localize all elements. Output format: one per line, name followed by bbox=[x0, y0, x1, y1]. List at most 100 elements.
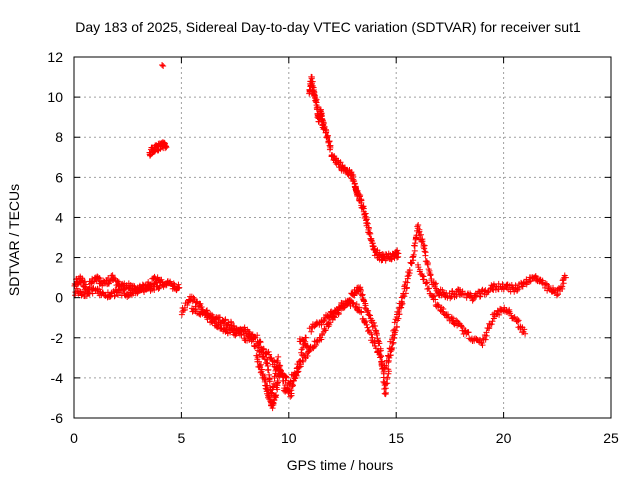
data-point-isolated-arc bbox=[163, 144, 170, 151]
data-point-mid-wave-lower bbox=[353, 301, 360, 308]
data-point-dip-track-main bbox=[274, 359, 281, 366]
data-point-mid-wave-track bbox=[411, 247, 418, 254]
data-point-mid-wave-lower bbox=[358, 309, 365, 316]
data-point-high-descending-track bbox=[313, 99, 320, 106]
data-point-mid-wave-track bbox=[390, 339, 397, 346]
data-point-mid-wave-lower bbox=[395, 308, 402, 315]
data-point-post-peak-branches bbox=[479, 342, 486, 349]
data-point-dip-track-upper bbox=[282, 373, 289, 380]
data-point-mid-wave-lower bbox=[364, 324, 371, 331]
data-point-dip-track-upper bbox=[257, 338, 264, 345]
data-point-post-peak-branches bbox=[514, 318, 521, 325]
data-point-dip-deep bbox=[266, 394, 273, 401]
data-point-late-baseline bbox=[477, 290, 484, 297]
data-point-dip-track-main bbox=[204, 307, 211, 314]
data-point-baseline-cluster bbox=[176, 284, 183, 291]
data-point-late-baseline bbox=[533, 274, 540, 281]
data-point-mid-wave-track bbox=[300, 337, 307, 344]
data-point-mid-wave-track bbox=[362, 302, 369, 309]
data-point-mid-wave-lower bbox=[356, 304, 363, 311]
data-point-dip-track-upper bbox=[260, 345, 267, 352]
data-point-mid-wave-track bbox=[370, 319, 377, 326]
data-point-late-baseline bbox=[511, 288, 518, 295]
data-point-mid-wave-track bbox=[422, 252, 429, 259]
data-point-mid-wave-lower bbox=[377, 354, 384, 361]
data-point-post-peak-branches bbox=[514, 316, 521, 323]
data-point-isolated-high bbox=[159, 62, 166, 69]
data-point-dip-track-upper bbox=[287, 378, 294, 385]
data-point-mid-wave-lower bbox=[344, 300, 351, 307]
data-point-baseline-lower bbox=[120, 286, 127, 293]
data-point-mid-wave-lower bbox=[373, 345, 380, 352]
y-tick-label: 12 bbox=[47, 49, 63, 65]
data-point-dip-deep bbox=[277, 366, 284, 373]
data-point-high-descending-track bbox=[364, 220, 371, 227]
data-point-dip-deep bbox=[270, 400, 277, 407]
plot-frame bbox=[73, 56, 612, 419]
data-point-dip-track-upper bbox=[193, 306, 200, 313]
data-point-dip-deep bbox=[255, 358, 262, 365]
data-point-post-peak-branches bbox=[522, 330, 529, 337]
data-point-post-peak-branches bbox=[444, 311, 451, 318]
data-point-post-peak-branches bbox=[419, 272, 426, 279]
data-point-dip-deep bbox=[258, 366, 265, 373]
data-point-mid-wave-lower bbox=[349, 299, 356, 306]
data-point-post-peak-branches bbox=[515, 317, 522, 324]
data-point-baseline-lower bbox=[120, 287, 127, 294]
axis-ticks-layer: 0 5 10 15 20 25 -6 -4 -2 0 2 4 6 8 10 12 bbox=[47, 49, 619, 446]
data-point-mid-wave-lower bbox=[376, 351, 383, 358]
data-point-mid-wave-track bbox=[367, 312, 374, 319]
data-point-mid-wave-lower bbox=[379, 358, 386, 365]
data-point-mid-wave-track bbox=[421, 248, 428, 255]
data-point-mid-wave-track bbox=[416, 226, 423, 233]
y-tick-label: -2 bbox=[51, 330, 64, 346]
y-tick-label: -4 bbox=[51, 370, 64, 386]
data-point-isolated-high bbox=[160, 63, 167, 70]
grid-layer bbox=[74, 57, 611, 418]
data-point-dip-track-main bbox=[222, 316, 229, 323]
data-point-high-descending-track bbox=[311, 91, 318, 98]
data-points-layer bbox=[71, 62, 569, 412]
y-tick-label: 6 bbox=[55, 169, 63, 185]
data-point-dip-track-main bbox=[299, 344, 306, 351]
data-point-dip-track-upper bbox=[202, 310, 209, 317]
data-point-mid-wave-track bbox=[361, 304, 368, 311]
data-point-baseline-cluster bbox=[94, 275, 101, 282]
data-point-mid-wave-track bbox=[412, 235, 419, 242]
data-point-mid-wave-lower bbox=[326, 312, 333, 319]
data-point-dip-deep bbox=[256, 362, 263, 369]
x-tick-label: 5 bbox=[178, 430, 186, 446]
data-point-mid-wave-lower bbox=[391, 319, 398, 326]
data-point-mid-wave-track bbox=[431, 281, 438, 288]
data-point-mid-wave-track bbox=[311, 343, 318, 350]
y-tick-label: -6 bbox=[51, 410, 64, 426]
data-point-late-baseline bbox=[562, 274, 569, 281]
data-point-post-peak-branches bbox=[435, 303, 442, 310]
data-point-late-baseline bbox=[550, 288, 557, 295]
data-point-dip-track-upper bbox=[217, 322, 224, 329]
data-point-baseline-lower bbox=[107, 294, 114, 301]
data-point-high-descending-track bbox=[362, 213, 369, 220]
data-point-mid-wave-track bbox=[383, 375, 390, 382]
data-point-baseline-cluster bbox=[158, 276, 165, 283]
data-point-post-peak-branches bbox=[448, 314, 455, 321]
data-point-dip-track-main bbox=[287, 393, 294, 400]
data-point-dip-track-main bbox=[197, 300, 204, 307]
data-point-baseline-lower bbox=[129, 289, 136, 296]
data-point-dip-deep bbox=[262, 377, 269, 384]
data-point-late-baseline bbox=[484, 289, 491, 296]
data-point-baseline-cluster bbox=[96, 274, 103, 281]
data-point-baseline-lower bbox=[156, 282, 163, 289]
data-point-post-peak-branches bbox=[483, 332, 490, 339]
data-point-mid-wave-lower bbox=[391, 326, 398, 333]
y-axis-label: SDTVAR / TECUs bbox=[6, 184, 22, 296]
data-point-mid-wave-lower bbox=[385, 353, 392, 360]
data-point-mid-wave-lower bbox=[397, 304, 404, 311]
data-point-high-descending-track bbox=[395, 250, 402, 257]
data-point-dip-track-upper bbox=[283, 374, 290, 381]
y-tick-label: 0 bbox=[55, 290, 63, 306]
data-point-mid-wave-track bbox=[373, 331, 380, 338]
data-point-mid-wave-lower bbox=[381, 365, 388, 372]
